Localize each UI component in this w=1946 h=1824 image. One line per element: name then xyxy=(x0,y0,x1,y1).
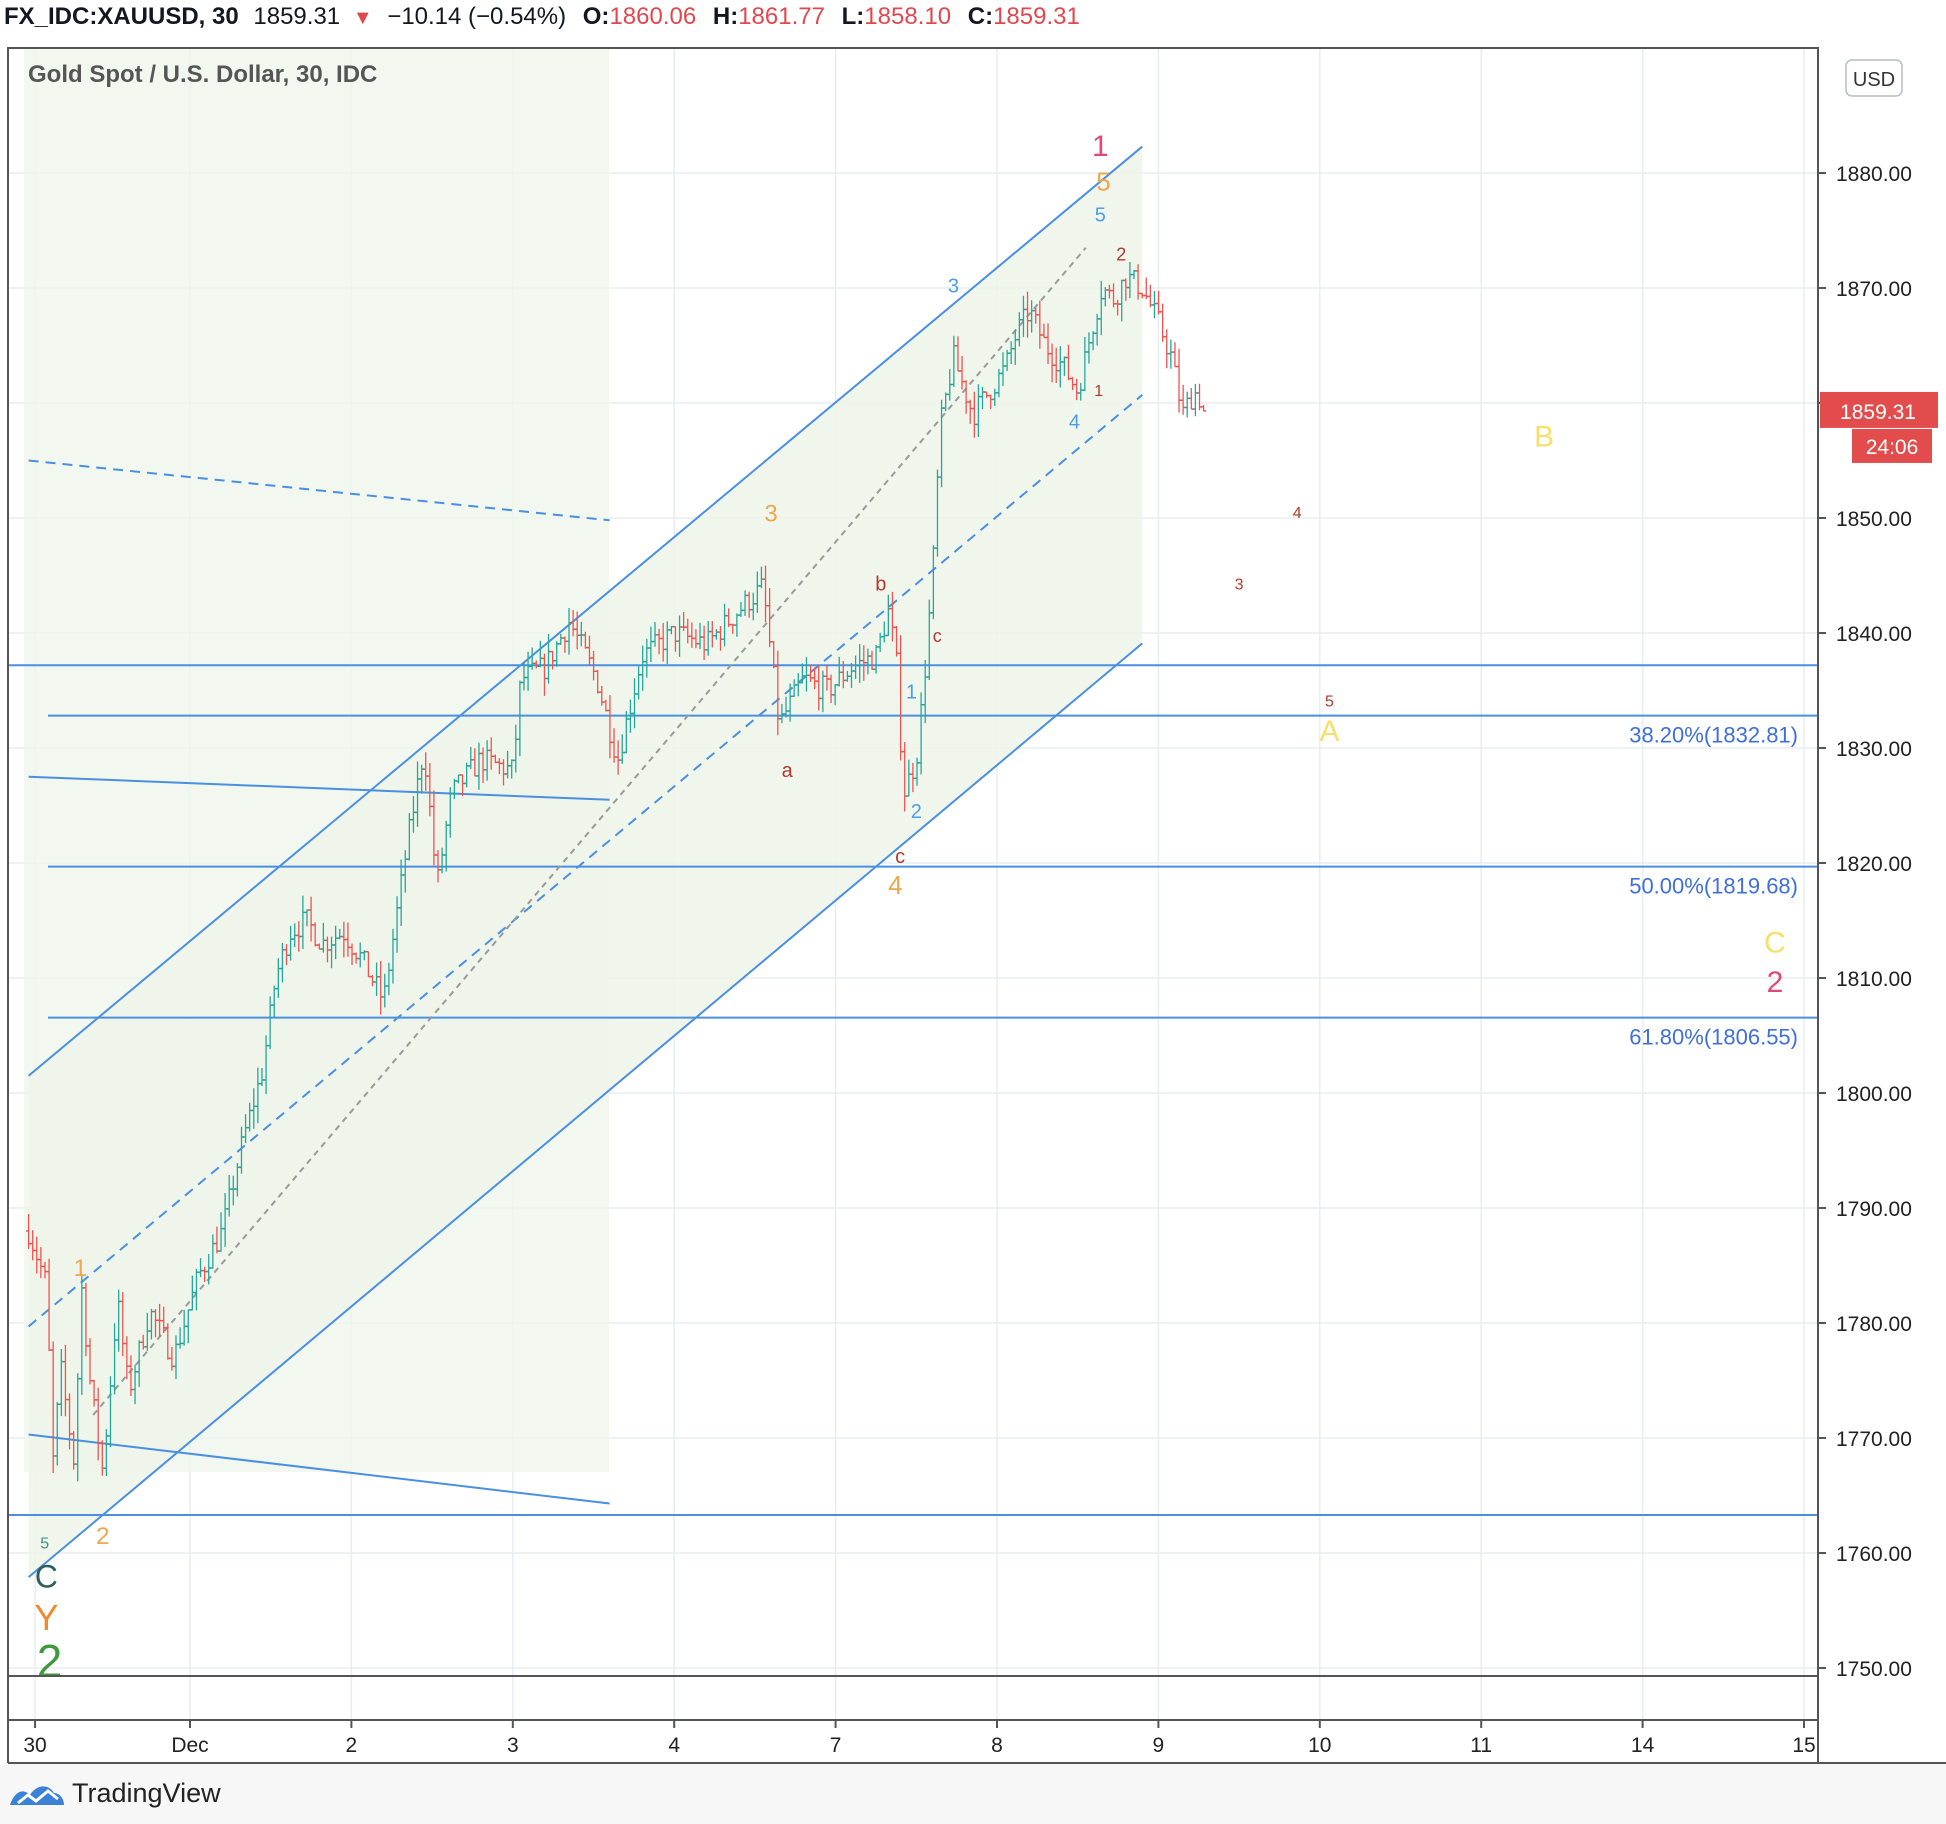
last-price-tag: 1859.31 24:06 xyxy=(1820,391,1938,463)
x-tick-label-1: Dec xyxy=(171,1734,208,1757)
trend-line-0 xyxy=(28,459,610,522)
y-axis[interactable]: 1750.00 1760.00 1770.00 1780.00 1790.00 1800.… xyxy=(1818,163,1912,1681)
wave-label-14: 5 xyxy=(1325,694,1334,711)
currency-button-label: USD xyxy=(1853,69,1895,91)
wave-label-5: 1 xyxy=(1094,383,1103,400)
trend-line-1 xyxy=(28,775,610,801)
channel-upper-line xyxy=(27,145,1143,1077)
channel-inner-line xyxy=(92,247,1087,1416)
currency-button[interactable]: USD xyxy=(1845,59,1903,97)
price-tag-bg xyxy=(1820,391,1938,428)
wave-label-23: 5 xyxy=(40,1535,49,1552)
wave-label-10: 3 xyxy=(1235,576,1244,593)
x-tick-label-4: 4 xyxy=(668,1734,680,1757)
fib-labels: 38.20%(1832.81) 50.00%(1819.68) 61.80%(180… xyxy=(1629,723,1798,1050)
y-tick-label-3: 1780.00 xyxy=(1836,1313,1912,1336)
wave-label-18: c xyxy=(895,846,905,868)
tradingview-brand: TradingView xyxy=(72,1778,221,1808)
symbol-header: FX_IDC:XAUUSD, 30 1859.31 ▼ −10.14 (−0.5… xyxy=(0,0,1946,44)
wave-label-17: 2 xyxy=(911,801,922,823)
wave-label-24: 2 xyxy=(96,1523,109,1550)
x-tick-label-9: 11 xyxy=(1470,1734,1492,1757)
y-tick-label-12: 1870.00 xyxy=(1836,278,1912,301)
wave-label-3: 2 xyxy=(1116,244,1126,264)
y-tick-label-4: 1790.00 xyxy=(1836,1198,1912,1221)
wave-label-11: b xyxy=(875,573,886,595)
wave-label-8: 4 xyxy=(1293,505,1302,522)
wave-label-22: 1 xyxy=(74,1255,87,1282)
x-tick-label-10: 14 xyxy=(1631,1734,1655,1757)
open-value: 1860.06 xyxy=(609,3,697,30)
y-tick-label-8: 1830.00 xyxy=(1836,738,1912,761)
x-tick-label-7: 9 xyxy=(1153,1734,1165,1757)
fib-label-1: 50.00%(1819.68) xyxy=(1629,874,1798,899)
candles xyxy=(26,262,1207,1482)
price-tag-countdown: 24:06 xyxy=(1866,436,1919,459)
wave-label-9: 3 xyxy=(764,500,777,527)
close-label: C: xyxy=(967,3,994,30)
trend-line-2 xyxy=(28,1433,610,1505)
y-tick-label-6: 1810.00 xyxy=(1836,968,1912,991)
last-price: 1859.31 xyxy=(253,3,341,30)
footer: TradingView xyxy=(0,1764,1946,1824)
y-tick-label-1: 1760.00 xyxy=(1836,1543,1912,1566)
wave-label-15: A xyxy=(1319,715,1339,748)
tradingview-logo[interactable]: TradingView xyxy=(8,1778,221,1809)
open-label: O: xyxy=(582,3,610,30)
wave-label-21: 2 xyxy=(1767,966,1784,999)
y-tick-label-2: 1770.00 xyxy=(1836,1428,1912,1451)
wave-label-4: 3 xyxy=(948,276,959,298)
channel-lower-line xyxy=(27,642,1143,1578)
y-tick-label-0: 1750.00 xyxy=(1836,1658,1912,1681)
countdown-bg xyxy=(1852,428,1932,463)
x-tick-label-0: 30 xyxy=(23,1734,46,1757)
close-value: 1859.31 xyxy=(993,3,1080,30)
price-tag-price: 1859.31 xyxy=(1840,401,1916,424)
wave-label-12: c xyxy=(933,626,942,646)
wave-label-7: B xyxy=(1534,421,1554,454)
tradingview-logo-icon xyxy=(10,1785,64,1805)
fib-label-2: 61.80%(1806.55) xyxy=(1629,1025,1798,1050)
low-label: L: xyxy=(841,3,865,30)
x-tick-label-11: 15 xyxy=(1792,1734,1815,1757)
wave-label-2: 5 xyxy=(1095,204,1106,226)
wave-label-16: a xyxy=(782,760,794,782)
x-axis[interactable]: 30 Dec 2 3 4 7 8 9 10 11 14 15 xyxy=(23,1720,1816,1757)
shade-channel xyxy=(28,146,1143,1578)
wave-label-26: Y xyxy=(34,1597,58,1638)
wave-label-1: 5 xyxy=(1096,166,1110,196)
y-tick-label-10: 1850.00 xyxy=(1836,508,1912,531)
y-tick-label-7: 1820.00 xyxy=(1836,853,1912,876)
x-tick-label-6: 8 xyxy=(991,1734,1003,1757)
channel-mid-line xyxy=(27,394,1143,1328)
wave-label-13: 1 xyxy=(906,682,917,704)
wave-label-25: C xyxy=(35,1559,58,1595)
y-tick-label-5: 1800.00 xyxy=(1836,1083,1912,1106)
candle xyxy=(1201,405,1207,412)
x-tick-label-8: 10 xyxy=(1308,1734,1331,1757)
wave-label-20: C xyxy=(1764,927,1786,960)
wave-label-0: 1 xyxy=(1092,130,1109,163)
high-label: H: xyxy=(712,3,739,30)
wave-label-19: 4 xyxy=(888,870,902,900)
high-value: 1861.77 xyxy=(738,3,825,30)
price-change: −10.14 (−0.54%) xyxy=(387,3,567,30)
wave-label-6: 4 xyxy=(1069,411,1080,433)
y-tick-label-13: 1880.00 xyxy=(1836,163,1912,186)
fib-label-0: 38.20%(1832.81) xyxy=(1629,723,1798,748)
legend-title: Gold Spot / U.S. Dollar, 30, IDC xyxy=(28,61,377,88)
change-arrow-icon: ▼ xyxy=(352,7,373,29)
x-tick-label-5: 7 xyxy=(830,1734,842,1757)
symbol-name[interactable]: FX_IDC:XAUUSD, 30 xyxy=(4,3,239,30)
currency-button-frame xyxy=(1845,59,1903,97)
horizontal-lines xyxy=(8,664,1818,1517)
trend-lines xyxy=(27,145,1143,1578)
x-tick-label-3: 3 xyxy=(507,1734,519,1757)
low-value: 1858.10 xyxy=(864,3,952,30)
wave-label-27: 2 xyxy=(37,1635,63,1687)
y-tick-label-9: 1840.00 xyxy=(1836,623,1912,646)
x-tick-label-2: 2 xyxy=(346,1734,358,1757)
